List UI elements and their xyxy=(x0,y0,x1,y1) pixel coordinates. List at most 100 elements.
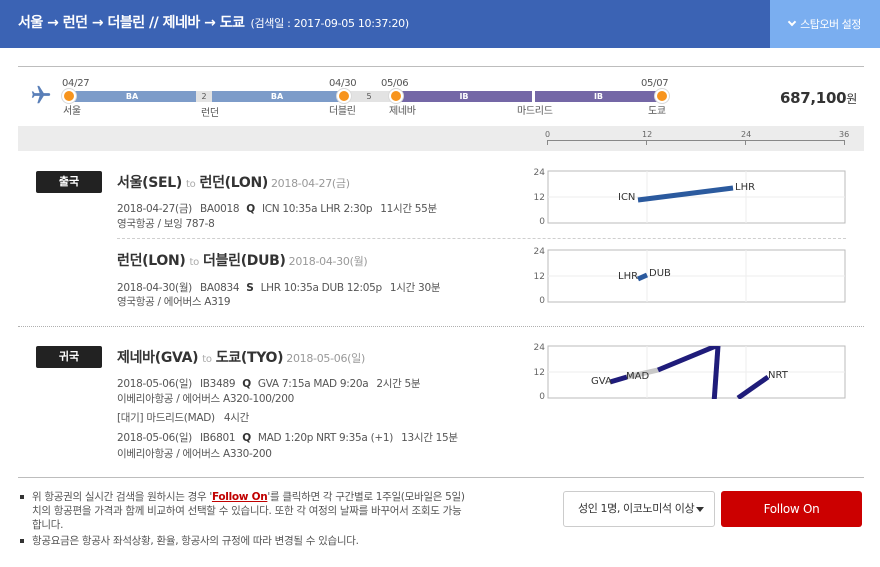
city-label: 런던 xyxy=(201,108,219,119)
price-unit: 원 xyxy=(846,92,857,106)
city-label: 도쿄 xyxy=(648,106,666,117)
segment-ib: IB xyxy=(535,91,662,102)
city-label: 마드리드 xyxy=(517,106,553,117)
leg-divider xyxy=(117,238,846,239)
y-tick-label: 12 xyxy=(534,368,545,378)
flight-time-chart: 24 12 0 GVA MAD NRT xyxy=(534,343,846,399)
flight-line xyxy=(637,185,734,203)
total-price: 687,100원 xyxy=(780,89,857,107)
airline-aircraft: 이베리아항공 / 에어버스 A330-200 xyxy=(117,448,272,460)
city-label: 서울 xyxy=(63,106,81,117)
flight-line xyxy=(636,272,649,282)
stop-dot xyxy=(337,89,351,103)
route-date: 2018-04-30(월) xyxy=(288,255,368,268)
route-heading: 런던(LON) to 더블린(DUB) 2018-04-30(월) xyxy=(117,250,368,270)
header-bar: 서울 → 런던 → 더블린 // 제네바 → 도쿄 (검색일 : 2017-09-… xyxy=(0,0,880,48)
y-tick-label: 12 xyxy=(534,193,545,203)
route-date: 2018-04-27(금) xyxy=(270,177,350,190)
flight-number: BA0834 xyxy=(199,282,240,294)
airline-aircraft: 영국항공 / 에어버스 A319 xyxy=(117,296,231,308)
return-tag: 귀국 xyxy=(36,346,102,368)
y-tick-label: 0 xyxy=(539,392,545,399)
chevron-down-icon xyxy=(787,17,797,27)
stopover-label: 스탑오버 설정 xyxy=(800,18,861,31)
passenger-class-select[interactable]: 성인 1명, 이코노미석 이상 xyxy=(563,491,715,527)
note-text: '를 클릭하면 각 구간별로 1주일(모바일은 5일)치의 항공편을 가격과 함… xyxy=(32,491,465,531)
flight-detail: 2018-05-06(일) IB3489 Q GVA 7:15a MAD 9:20a 2… xyxy=(117,376,421,391)
city-label: 제네바 xyxy=(389,106,416,117)
flight-detail: 2018-05-06(일) IB6801 Q MAD 1:20p NRT 9:35a … xyxy=(117,430,458,445)
timeline-axis-line xyxy=(547,140,845,141)
flight-number: IB3489 xyxy=(199,378,236,390)
timeline-tick xyxy=(844,140,845,145)
flight-number: BA0018 xyxy=(199,203,240,215)
booking-class: S xyxy=(246,282,254,294)
y-tick-label: 24 xyxy=(534,168,546,178)
booking-class: Q xyxy=(242,378,251,390)
airport-label: LHR xyxy=(735,182,755,193)
stop-dot xyxy=(62,89,76,103)
caret-down-icon xyxy=(696,507,704,512)
to-label: to xyxy=(189,257,200,268)
price-value: 687,100 xyxy=(780,89,847,107)
segment-ba: BA xyxy=(68,91,196,102)
route-to: 더블린(DUB) xyxy=(202,253,286,269)
airplane-icon xyxy=(30,84,52,110)
section-divider xyxy=(18,326,864,327)
timeline-tick-label: 36 xyxy=(839,130,850,139)
follow-on-link[interactable]: Follow On xyxy=(211,491,268,503)
flight-line xyxy=(609,374,628,385)
to-label: to xyxy=(186,179,196,190)
y-tick-label: 0 xyxy=(539,217,545,224)
y-tick-label: 12 xyxy=(534,272,545,282)
flight-date: 2018-04-27(금) xyxy=(117,203,192,215)
layover-info: [대기] 마드리드(MAD) 4시간 xyxy=(117,412,250,424)
flight-duration: 1시간 30분 xyxy=(389,282,441,294)
flight-schedule: LHR 10:35a DUB 12:05p xyxy=(260,282,383,294)
airport-label: NRT xyxy=(768,370,789,381)
stopover-settings-button[interactable]: 스탑오버 설정 xyxy=(770,0,880,48)
flight-time-chart: 24 12 0 ICN LHR xyxy=(534,168,846,224)
date-label: 05/07 xyxy=(641,78,669,89)
airport-label: ICN xyxy=(618,192,635,203)
date-label: 04/27 xyxy=(62,78,90,89)
timeline-axis-bar xyxy=(18,126,864,151)
stop-dot xyxy=(655,89,669,103)
airport-label: GVA xyxy=(591,376,612,387)
date-label: 04/30 xyxy=(329,78,357,89)
to-label: to xyxy=(202,354,212,365)
timeline-tick-label: 0 xyxy=(545,130,551,139)
timeline-tick xyxy=(547,140,548,145)
note-text: 위 항공권의 실시간 검색을 원하시는 경우 ' xyxy=(32,491,212,503)
passenger-class-value: 성인 1명, 이코노미석 이상 xyxy=(578,502,695,515)
route-from: 런던(LON) xyxy=(117,253,186,269)
timeline-tick xyxy=(646,140,647,145)
stop-dot xyxy=(389,89,403,103)
route-to: 도쿄(TYO) xyxy=(215,350,284,366)
airport-label: DUB xyxy=(649,268,671,279)
flight-line xyxy=(657,346,717,373)
outbound-tag: 출국 xyxy=(36,171,102,193)
airport-label: LHR xyxy=(618,271,638,282)
route-from: 제네바(GVA) xyxy=(117,350,199,366)
flight-number: IB6801 xyxy=(199,432,236,444)
flight-date: 2018-05-06(일) xyxy=(117,378,192,390)
airline-aircraft: 영국항공 / 보잉 787-8 xyxy=(117,218,215,230)
flight-date: 2018-04-30(월) xyxy=(117,282,192,294)
y-tick-label: 24 xyxy=(534,343,546,353)
flight-duration: 13시간 15분 xyxy=(401,432,458,444)
divider xyxy=(18,477,864,478)
note-item: 항공요금은 항공사 좌석상황, 환율, 항공사의 규정에 따라 변경될 수 있습… xyxy=(18,534,468,548)
y-tick-label: 24 xyxy=(534,247,546,257)
flight-line xyxy=(711,346,721,399)
note-item: 위 항공권의 실시간 검색을 원하시는 경우 'Follow On'를 클릭하면… xyxy=(18,490,468,532)
flight-duration: 2시간 5분 xyxy=(376,378,421,390)
search-date: (검색일 : 2017-09-05 10:37:20) xyxy=(250,17,409,30)
follow-on-button[interactable]: Follow On xyxy=(721,491,862,527)
flight-time-chart: 24 12 0 LHR DUB xyxy=(534,247,846,303)
route-heading: 서울(SEL) to 런던(LON) 2018-04-27(금) xyxy=(117,172,350,192)
date-label: 05/06 xyxy=(381,78,409,89)
flight-date: 2018-05-06(일) xyxy=(117,432,192,444)
booking-class: Q xyxy=(246,203,255,215)
route-title: 서울 → 런던 → 더블린 // 제네바 → 도쿄 xyxy=(18,15,245,31)
